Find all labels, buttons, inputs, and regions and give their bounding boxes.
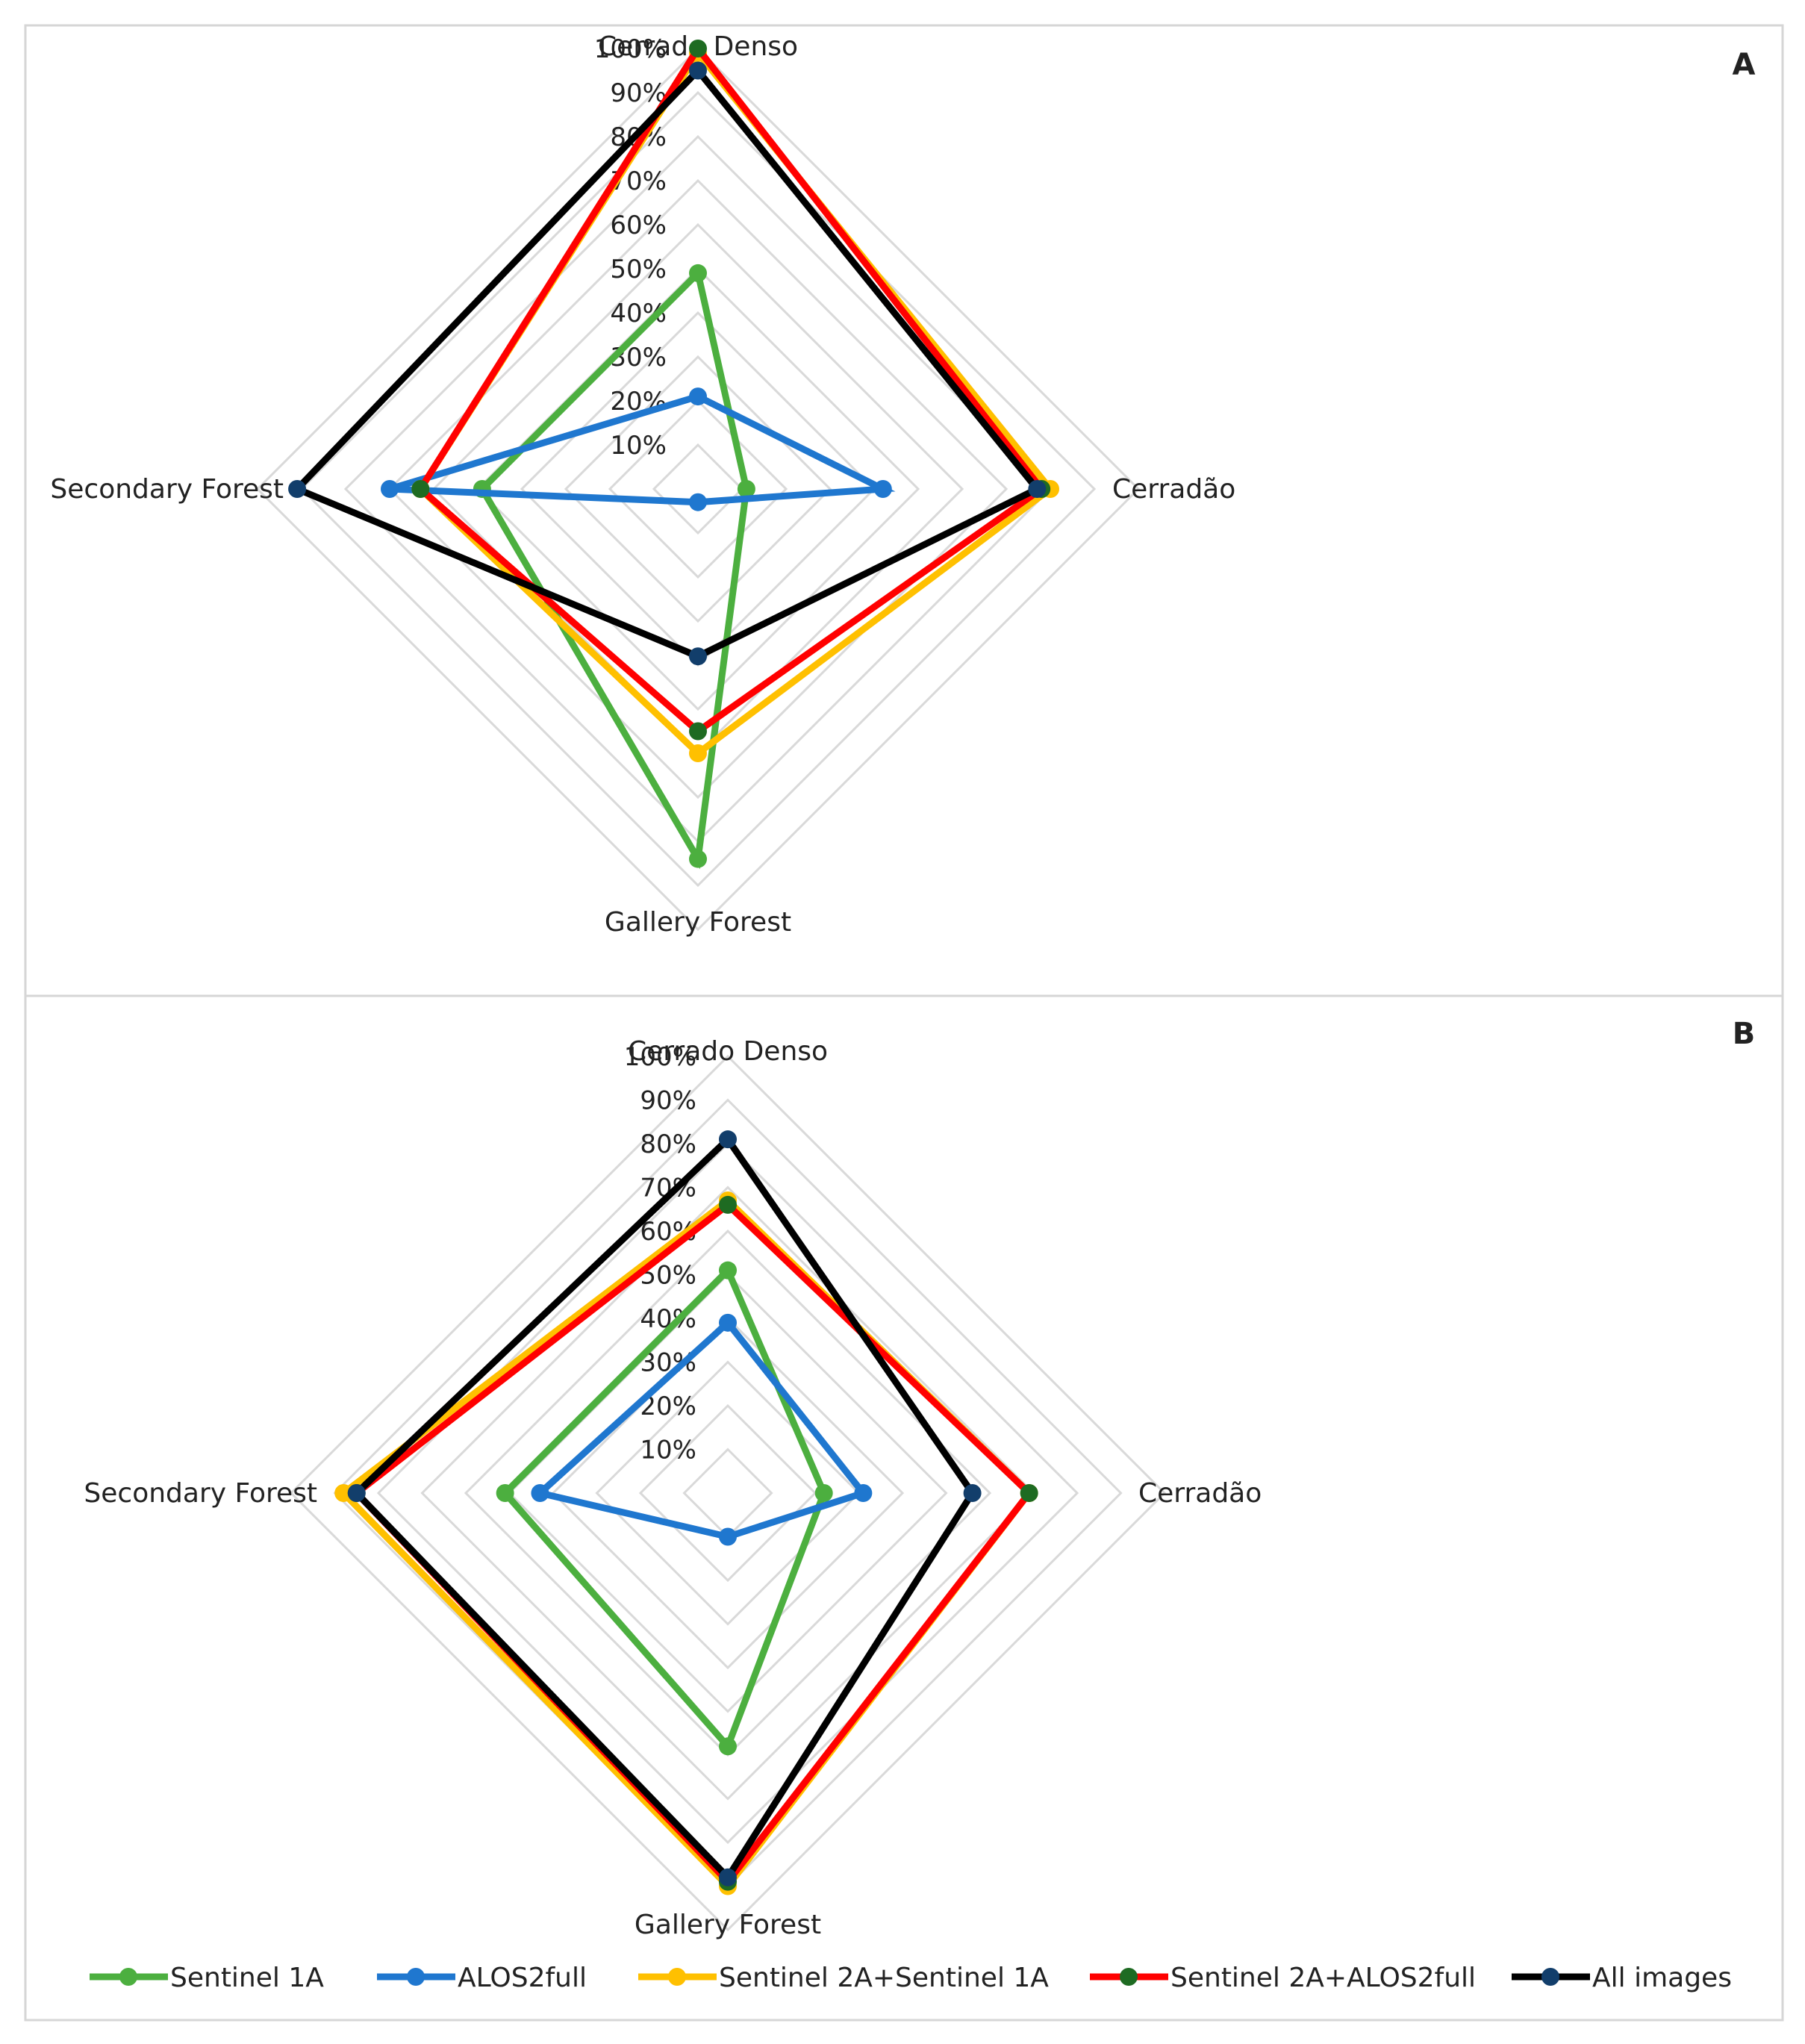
- data-point-all-images-cerrado-denso: [689, 61, 707, 80]
- tick-label: 10%: [640, 1436, 696, 1465]
- grid-ring: [564, 355, 832, 623]
- data-point-alos2full-cerrado-denso: [719, 1313, 737, 1332]
- data-point-sentinel-2a-alos2full-gallery-forest: [689, 722, 707, 741]
- legend-marker-all-images: [1541, 1968, 1559, 1986]
- data-point-sentinel-1a-cerrad-o: [737, 480, 755, 498]
- data-point-sentinel-1a-cerrado-denso: [689, 264, 707, 282]
- legend-label-sentinel-2a-sentinel-1a: Sentinel 2A+Sentinel 1A: [719, 1963, 1049, 1993]
- grid-ring: [299, 90, 1097, 888]
- grid-ring: [255, 46, 1141, 932]
- legend-label-sentinel-2a-alos2full: Sentinel 2A+ALOS2full: [1170, 1963, 1476, 1993]
- legend-label-alos2full: ALOS2full: [458, 1963, 587, 1993]
- panel-a-frame: [24, 24, 1784, 997]
- tick-label: 90%: [640, 1086, 696, 1116]
- grid-ring: [551, 1316, 905, 1670]
- data-point-sentinel-2a-sentinel-1a-gallery-forest: [689, 744, 707, 762]
- data-point-sentinel-1a-gallery-forest: [719, 1737, 737, 1756]
- legend-marker-sentinel-1a: [119, 1968, 137, 1986]
- data-point-all-images-gallery-forest: [689, 647, 707, 666]
- axis-label-gallery-forest: Gallery Forest: [605, 907, 791, 938]
- data-point-all-images-cerrad-o: [963, 1484, 982, 1502]
- radar-chart-b: 10%20%30%40%50%60%70%80%90%100%Cerrado D…: [84, 1017, 1755, 1940]
- data-point-sentinel-2a-alos2full-cerrado-denso: [689, 40, 707, 57]
- axis-label-secondary-forest: Secondary Forest: [50, 474, 284, 505]
- data-point-sentinel-2a-sentinel-1a-secondary-forest: [334, 1484, 353, 1502]
- axis-label-cerrado-denso: Cerrado Denso: [628, 1036, 828, 1067]
- data-point-all-images-secondary-forest: [347, 1484, 366, 1502]
- grid-ring: [608, 399, 788, 579]
- legend: Sentinel 1A ALOS2full Sentinel 2A+Sentinel…: [90, 1963, 1732, 1993]
- data-point-all-images-cerrado-denso: [719, 1130, 737, 1149]
- legend-marker-sentinel-2a-alos2full: [1120, 1968, 1138, 1986]
- panel-label: B: [1733, 1017, 1756, 1051]
- radar-chart-a: 10%20%30%40%50%60%70%80%90%100%Cerrado D…: [50, 31, 1755, 938]
- data-point-alos2full-cerrado-denso: [689, 387, 707, 406]
- data-point-sentinel-1a-gallery-forest: [689, 850, 707, 868]
- tick-label: 50%: [610, 255, 667, 284]
- data-point-all-images-cerrad-o: [1028, 480, 1047, 498]
- data-point-all-images-secondary-forest: [288, 480, 307, 498]
- tick-label: 60%: [610, 211, 667, 240]
- data-point-sentinel-1a-cerrad-o: [814, 1484, 833, 1502]
- data-point-sentinel-2a-alos2full-cerrad-o: [1020, 1484, 1038, 1502]
- data-point-alos2full-secondary-forest: [531, 1484, 549, 1502]
- data-point-sentinel-1a-cerrado-denso: [719, 1261, 737, 1280]
- tick-label: 100%: [624, 1042, 696, 1072]
- axis-label-cerrad-o: Cerradão: [1138, 1478, 1262, 1509]
- data-point-sentinel-1a-secondary-forest: [496, 1484, 514, 1502]
- tick-label: 100%: [594, 34, 667, 64]
- axis-label-secondary-forest: Secondary Forest: [84, 1478, 317, 1509]
- data-point-alos2full-secondary-forest: [381, 480, 399, 498]
- legend-marker-sentinel-2a-sentinel-1a: [668, 1968, 686, 1986]
- legend-label-sentinel-1a: Sentinel 1A: [170, 1963, 324, 1993]
- data-point-alos2full-cerrad-o: [854, 1484, 873, 1502]
- tick-label: 80%: [640, 1130, 696, 1159]
- legend-marker-alos2full: [407, 1968, 425, 1986]
- data-point-sentinel-2a-alos2full-cerrado-denso: [719, 1195, 737, 1214]
- data-point-sentinel-2a-alos2full-secondary-forest: [411, 480, 430, 498]
- legend-label-all-images: All images: [1592, 1963, 1732, 1993]
- data-point-alos2full-gallery-forest: [719, 1527, 737, 1546]
- grid-ring: [652, 443, 744, 535]
- grid-ring: [638, 1403, 817, 1583]
- grid-ring: [420, 1185, 1035, 1801]
- panel-b-frame: [24, 994, 1784, 2022]
- tick-label: 10%: [610, 431, 667, 461]
- axis-label-gallery-forest: Gallery Forest: [635, 1910, 821, 1940]
- tick-label: 90%: [610, 78, 667, 108]
- data-point-alos2full-cerrad-o: [873, 480, 892, 498]
- grid-ring: [595, 1360, 861, 1626]
- axis-label-cerrad-o: Cerradão: [1112, 474, 1235, 505]
- data-point-alos2full-gallery-forest: [689, 493, 707, 511]
- data-point-all-images-gallery-forest: [719, 1868, 737, 1886]
- tick-label: 30%: [610, 343, 667, 373]
- panel-label: A: [1733, 48, 1756, 82]
- grid-ring: [387, 178, 1009, 800]
- grid-ring: [289, 1054, 1167, 1932]
